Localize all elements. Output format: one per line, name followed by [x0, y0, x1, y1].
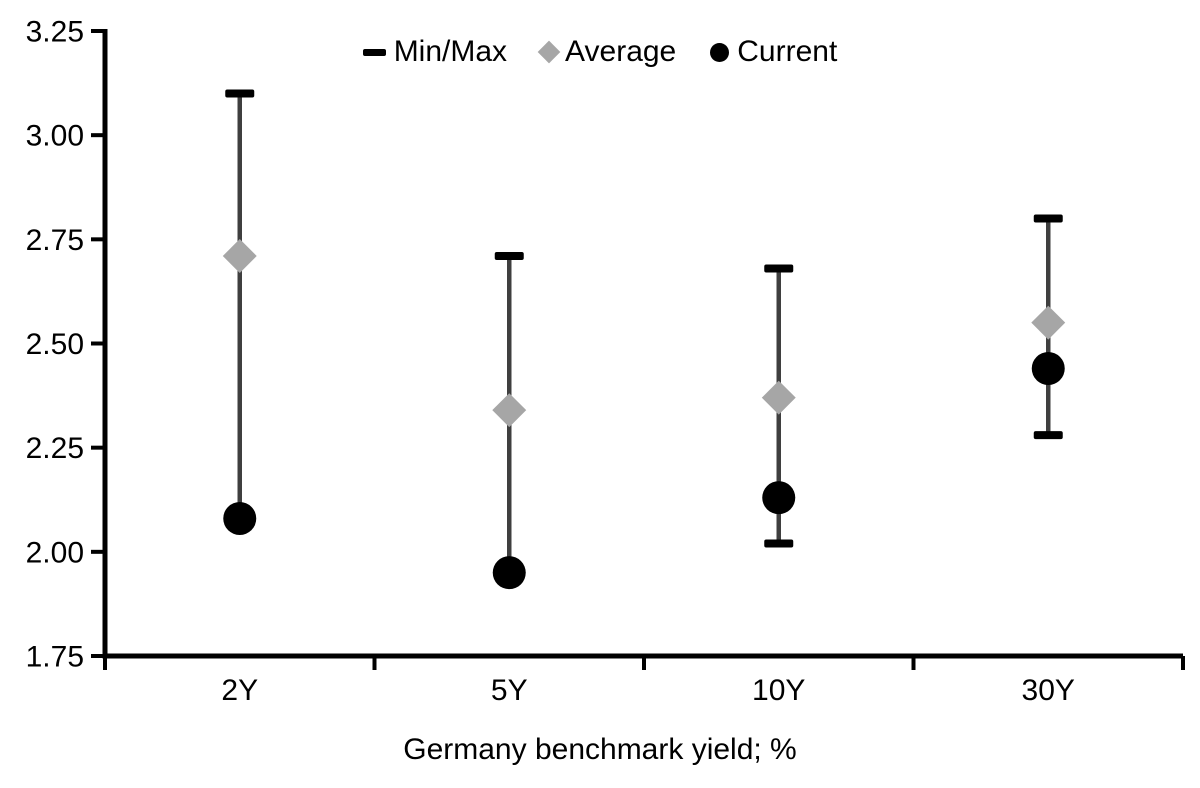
max-cap-marker	[764, 264, 794, 273]
average-diamond-icon	[537, 40, 561, 64]
legend-item-current: Current	[710, 30, 837, 74]
legend-item-average: Average	[537, 30, 677, 74]
x-tick-label: 10Y	[752, 674, 805, 707]
minmax-dash-icon	[362, 48, 386, 56]
x-axis-title: Germany benchmark yield; %	[403, 733, 797, 766]
legend-label-average: Average	[565, 35, 677, 68]
x-tick-label: 2Y	[221, 674, 258, 707]
current-marker	[1031, 352, 1065, 385]
average-marker	[492, 393, 527, 428]
max-cap-marker	[225, 89, 255, 98]
min-cap-marker	[1033, 431, 1063, 440]
average-marker	[761, 380, 796, 415]
x-tick-label: 5Y	[491, 674, 528, 707]
y-tick-label: 2.75	[26, 224, 84, 257]
y-tick-label: 3.00	[26, 120, 84, 153]
current-circle-icon	[710, 42, 730, 62]
x-tick-label: 30Y	[1022, 674, 1075, 707]
legend-item-minmax: Min/Max	[362, 30, 508, 74]
min-cap-marker	[764, 539, 794, 548]
y-tick-label: 2.50	[26, 328, 84, 361]
current-marker	[492, 556, 526, 590]
y-tick-label: 2.00	[26, 536, 84, 569]
average-marker	[1031, 305, 1066, 340]
y-tick-label: 3.25	[26, 16, 84, 49]
legend-label-minmax: Min/Max	[393, 35, 508, 68]
max-cap-marker	[494, 252, 524, 260]
legend-label-current: Current	[737, 35, 838, 68]
current-marker	[762, 481, 796, 515]
average-marker	[222, 239, 257, 273]
chart-legend: Min/Max Average Current	[0, 30, 1200, 74]
current-marker	[223, 502, 257, 535]
y-tick-label: 1.75	[26, 641, 84, 674]
max-cap-marker	[1033, 214, 1063, 223]
y-tick-label: 2.25	[26, 432, 84, 465]
